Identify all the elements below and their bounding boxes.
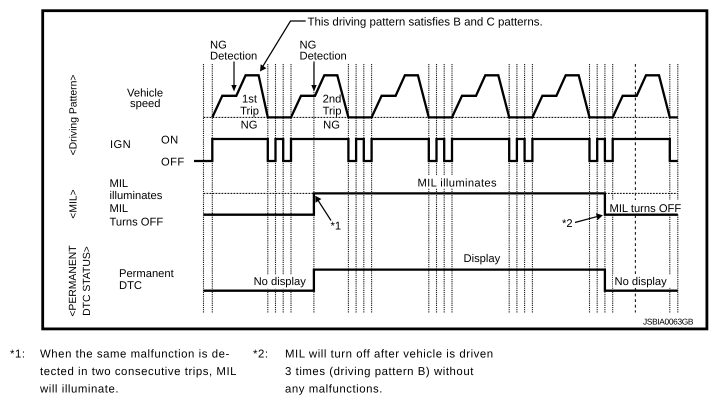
svg-text:No display: No display [615, 276, 668, 288]
svg-text:MIL turns OFF: MIL turns OFF [610, 203, 682, 215]
svg-text:NG: NG [300, 40, 317, 52]
svg-text:3 times (driving pattern B) wi: 3 times (driving pattern B) without [285, 366, 474, 378]
svg-text:Vehicle: Vehicle [127, 87, 163, 99]
svg-text:any malfunctions.: any malfunctions. [285, 384, 383, 396]
svg-text:*1:: *1: [10, 349, 26, 361]
svg-text:MIL will turn off after vehicl: MIL will turn off after vehicle is drive… [285, 349, 494, 361]
svg-text:*2:: *2: [253, 349, 269, 361]
svg-text:IGN: IGN [110, 139, 131, 151]
svg-text:ON: ON [161, 135, 179, 147]
svg-text:DTC STATUS>: DTC STATUS> [82, 246, 93, 316]
svg-text:will illuminate.: will illuminate. [39, 384, 119, 396]
svg-text:illuminates: illuminates [110, 190, 163, 202]
svg-text:No display: No display [254, 276, 307, 288]
svg-text:DTC: DTC [119, 280, 142, 292]
svg-text:<MIL>: <MIL> [69, 189, 80, 218]
svg-text:JSBIA0063GB: JSBIA0063GB [643, 316, 694, 326]
svg-text:Trip: Trip [323, 105, 342, 117]
svg-text:MIL: MIL [110, 178, 129, 190]
svg-text:Detection: Detection [210, 50, 257, 62]
svg-text:This driving pattern satisfies: This driving pattern satisfies B and C p… [308, 16, 543, 28]
svg-text:<Driving Pattern>: <Driving Pattern> [69, 75, 80, 156]
svg-text:*2: *2 [562, 218, 573, 230]
svg-text:Trip: Trip [240, 105, 259, 117]
svg-text:speed: speed [130, 98, 160, 110]
svg-text:tected in two consecutive trip: tected in two consecutive trips, MIL [40, 366, 237, 378]
svg-text:Detection: Detection [300, 50, 347, 62]
svg-text:Turns OFF: Turns OFF [110, 216, 164, 228]
svg-text:1st: 1st [242, 93, 258, 105]
svg-text:*1: *1 [331, 220, 342, 232]
svg-text:NG: NG [210, 40, 227, 52]
svg-text:When the same malfunction is d: When the same malfunction is de- [40, 349, 230, 361]
svg-text:MIL: MIL [110, 203, 129, 215]
svg-text:OFF: OFF [161, 157, 185, 169]
svg-text:2nd: 2nd [323, 93, 342, 105]
svg-text:Permanent: Permanent [119, 268, 175, 280]
svg-text:MIL illuminates: MIL illuminates [418, 178, 497, 190]
svg-text:Display: Display [464, 253, 501, 265]
svg-text:<PERMANENT: <PERMANENT [68, 245, 79, 317]
svg-text:NG: NG [241, 120, 258, 132]
svg-text:NG: NG [323, 120, 340, 132]
